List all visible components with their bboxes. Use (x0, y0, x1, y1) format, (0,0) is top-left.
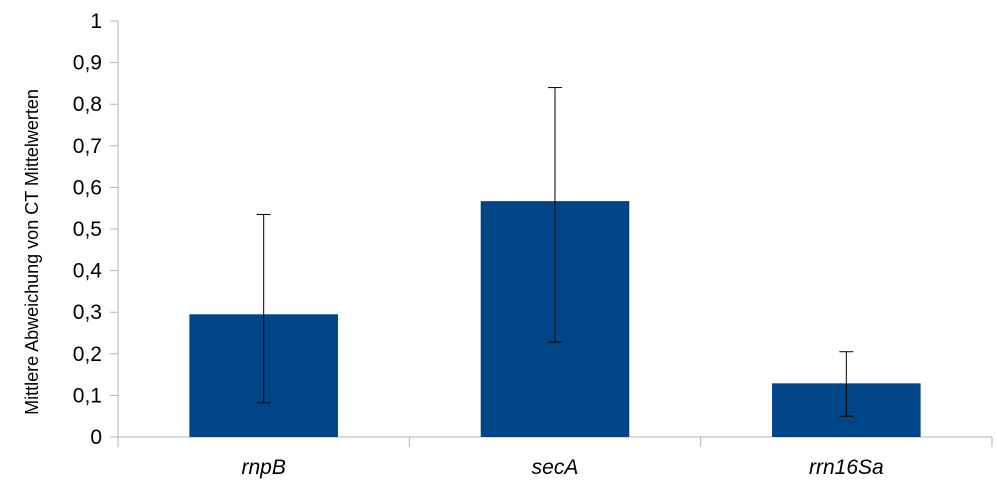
y-tick-label: 0,5 (73, 218, 102, 241)
x-tick-label: rrn16Sa (809, 456, 884, 479)
y-tick-label: 0,9 (73, 52, 102, 75)
y-tick-label: 0,4 (73, 260, 103, 283)
y-tick-label: 0,1 (73, 384, 102, 407)
error-bars (256, 87, 854, 417)
y-tick-label: 0,2 (73, 343, 102, 366)
y-tick-label: 0,8 (73, 93, 102, 116)
y-tick-label: 0 (90, 426, 102, 449)
x-tick-label: rnpB (241, 456, 285, 479)
y-tick-label: 0,6 (73, 176, 102, 199)
y-tick-label: 0,7 (73, 135, 102, 158)
x-tick-label: secA (532, 456, 579, 479)
labels: 0 0,1 0,2 0,3 0,4 0,5 0,6 0,7 0,8 0,9 1 rnpB secA rrn… (73, 10, 884, 479)
y-tick-label: 1 (90, 10, 102, 33)
y-axis-title: Mittlere Abweichung von CT Mittelwerten (22, 89, 42, 415)
y-tick-label: 0,3 (73, 301, 102, 324)
